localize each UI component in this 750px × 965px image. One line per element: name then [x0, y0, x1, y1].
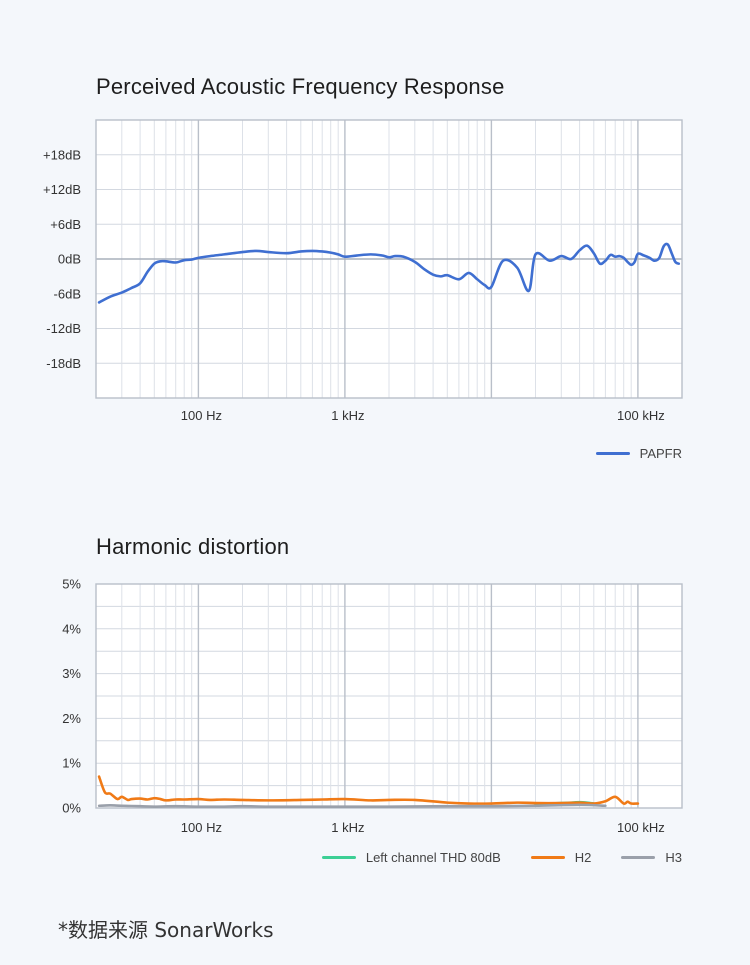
hd-legend-label: Left channel THD 80dB: [365, 850, 501, 865]
frequency-response-legend: PAPFR: [595, 446, 682, 461]
fr-legend-label: PAPFR: [639, 446, 682, 461]
fr-legend-swatch: [595, 452, 630, 455]
hd-plot-border: [95, 583, 683, 809]
harmonic-distortion-chart: 5% 4% 3% 2% 1% 0% 100 Hz 1 kHz 100 kHz: [62, 577, 683, 835]
fr-y-tick-label: -18dB: [46, 356, 81, 371]
hd-y-tick-label: 1%: [62, 756, 81, 771]
hd-legend-label: H3: [665, 850, 682, 865]
hd-y-tick-label: 4%: [62, 621, 81, 636]
hd-legend-item: Left channel THD 80dB: [321, 850, 501, 865]
fr-y-tick-label: +6dB: [50, 217, 81, 232]
fr-legend-item: PAPFR: [595, 446, 682, 461]
fr-series-papfr: [97, 242, 681, 304]
hd-vertical-gridlines: [95, 584, 683, 808]
hd-y-tick-label: 0%: [62, 801, 81, 816]
fr-y-tick-label: 0dB: [58, 252, 81, 267]
hd-legend-item: H2: [530, 850, 592, 865]
hd-x-tick-label: 1 kHz: [331, 820, 364, 835]
hd-legend-swatch: [621, 856, 656, 859]
hd-series-h2: [97, 775, 640, 805]
fr-y-tick-label: -6dB: [54, 286, 81, 301]
hd-series-h3: [97, 803, 607, 809]
frequency-response-chart: +18dB +12dB +6dB 0dB -6dB -12dB -18dB 100 Hz 1 k…: [43, 119, 683, 423]
hd-y-tick-label: 2%: [62, 711, 81, 726]
source-note: *数据来源 SonarWorks: [58, 918, 274, 942]
hd-legend-swatch: [530, 856, 565, 859]
fr-y-tick-label: +18dB: [43, 147, 81, 162]
hd-legend-label: H2: [574, 850, 592, 865]
hd-x-tick-label: 100 kHz: [617, 820, 665, 835]
fr-plot-border: [95, 119, 683, 399]
hd-x-tick-label: 100 Hz: [181, 820, 222, 835]
harmonic-distortion-legend: Left channel THD 80dB H2 H3: [321, 850, 682, 865]
hd-legend-item: H3: [621, 850, 682, 865]
fr-y-tick-label: +12dB: [43, 182, 81, 197]
fr-x-tick-label: 100 kHz: [617, 408, 665, 423]
fr-x-tick-label: 100 Hz: [181, 408, 222, 423]
frequency-response-title: Perceived Acoustic Frequency Response: [96, 74, 505, 99]
harmonic-distortion-title: Harmonic distortion: [96, 534, 290, 559]
hd-y-tick-label: 5%: [62, 577, 81, 592]
fr-x-tick-label: 1 kHz: [331, 408, 364, 423]
hd-legend-swatch: [321, 856, 356, 859]
fr-y-tick-label: -12dB: [46, 321, 81, 336]
hd-y-tick-label: 3%: [62, 666, 81, 681]
